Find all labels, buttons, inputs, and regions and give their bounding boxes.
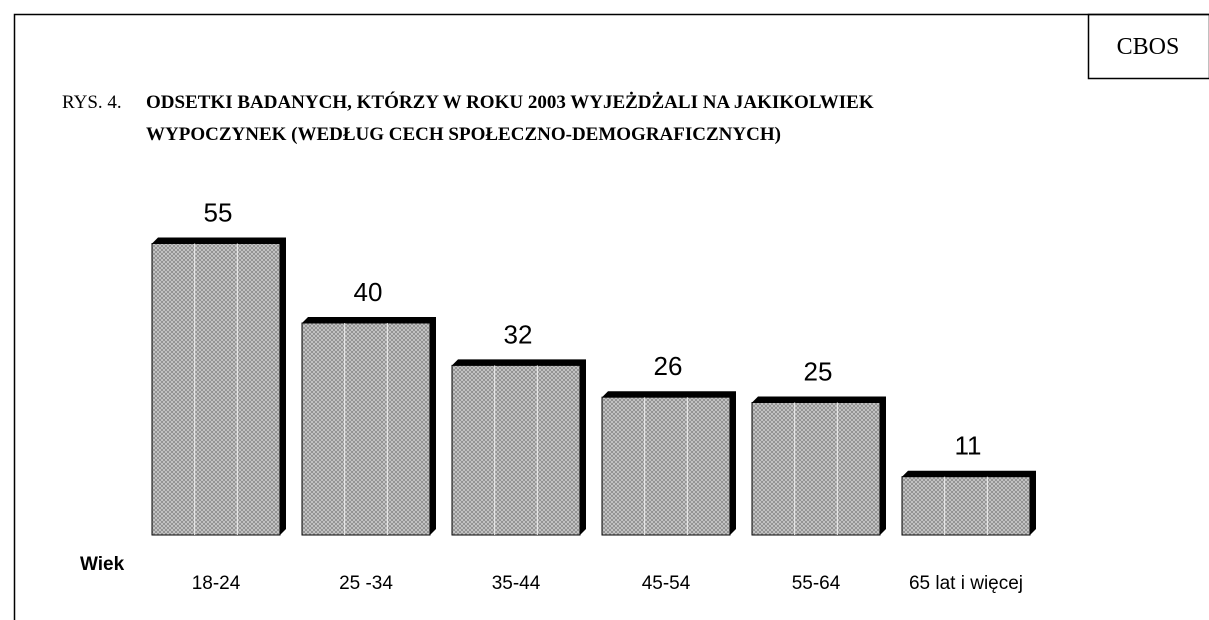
bar [601,396,731,536]
figure-label: RYS. 4. [62,92,122,113]
source: CBOS [1117,34,1180,60]
x-tick-label: 18-24 [192,573,241,594]
bar [151,243,281,536]
source-box [1087,13,1209,80]
x-tick-label: 45-54 [642,573,691,594]
bar [901,476,1031,536]
x-tick-label: 25 -34 [339,573,393,594]
x-tick-label: 35-44 [492,573,541,594]
x-tick-label: 55-64 [792,573,841,594]
bar [751,402,881,536]
chart-title: ODSETKI BADANYCH, KTÓRZY W ROKU 2003 WYJ… [146,91,874,113]
value-label: 11 [955,431,982,461]
chart-title: WYPOCZYNEK (WEDŁUG CECH SPOŁECZNO-DEMOGR… [146,124,781,145]
value-label: 55 [204,198,233,228]
value-label: 32 [504,319,533,349]
x-axis-label: Wiek [80,554,125,575]
value-label: 40 [354,277,383,307]
value-label: 26 [654,351,683,381]
frame [13,13,1209,620]
x-tick-label: 65 lat i więcej [909,573,1023,594]
bar [451,364,581,536]
value-label: 25 [804,357,833,387]
bar [301,322,431,536]
